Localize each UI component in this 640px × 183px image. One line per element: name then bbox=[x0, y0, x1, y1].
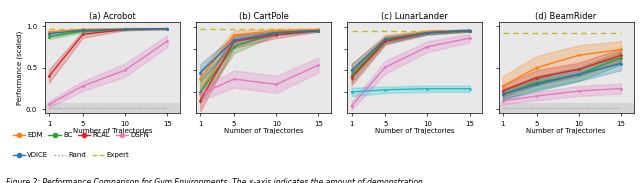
Legend: VDICE, Rand, Expert: VDICE, Rand, Expert bbox=[10, 150, 132, 161]
Bar bbox=[45, 103, 180, 113]
Title: (c) LunarLander: (c) LunarLander bbox=[381, 12, 448, 21]
Title: (d) BeamRider: (d) BeamRider bbox=[536, 12, 596, 21]
Title: (b) CartPole: (b) CartPole bbox=[239, 12, 289, 21]
Bar bbox=[499, 103, 634, 113]
Y-axis label: Performance (scaled): Performance (scaled) bbox=[17, 31, 23, 105]
Legend: EDM, BC, RCAL, DSFN: EDM, BC, RCAL, DSFN bbox=[10, 130, 152, 141]
X-axis label: Number of Trajectories: Number of Trajectories bbox=[375, 128, 454, 135]
Bar bbox=[348, 113, 483, 126]
X-axis label: Number of Trajectories: Number of Trajectories bbox=[72, 128, 152, 135]
X-axis label: Number of Trajectories: Number of Trajectories bbox=[526, 128, 606, 135]
Bar bbox=[196, 113, 331, 126]
X-axis label: Number of Trajectories: Number of Trajectories bbox=[224, 128, 303, 135]
Title: (a) Acrobot: (a) Acrobot bbox=[89, 12, 136, 21]
Text: Figure 2: Performance Comparison for Gym Environments. The x-axis indicates the : Figure 2: Performance Comparison for Gym… bbox=[6, 178, 423, 183]
